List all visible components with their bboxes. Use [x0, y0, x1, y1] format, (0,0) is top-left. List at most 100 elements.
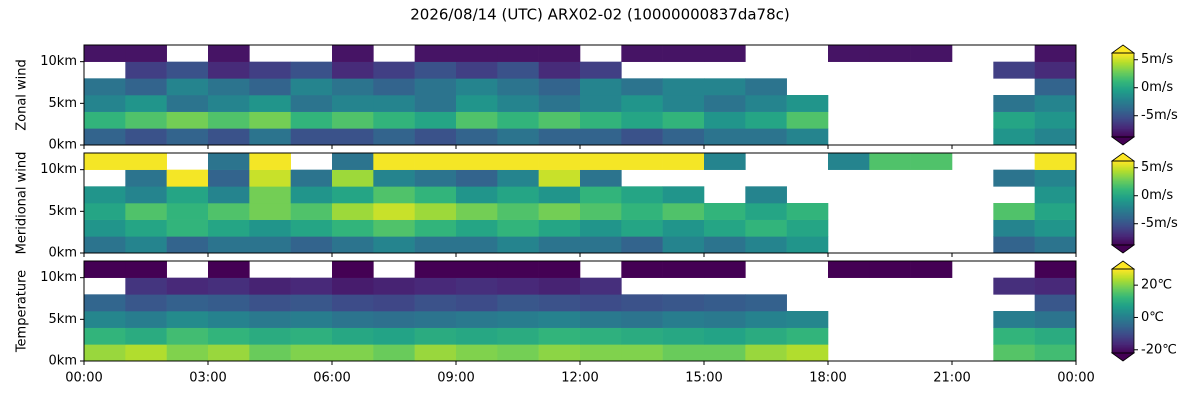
colorbar-segment — [1112, 270, 1134, 273]
colorbar-segment — [1112, 114, 1134, 117]
colorbar-segment — [1112, 99, 1134, 102]
colorbar-segment — [1112, 287, 1134, 290]
heat-cell — [621, 219, 663, 237]
heat-cell — [704, 219, 746, 237]
colorbar-segment — [1112, 218, 1134, 221]
heat-cell — [538, 294, 581, 312]
heat-cell — [414, 111, 457, 129]
heat-cell — [704, 78, 746, 96]
heat-cell — [1034, 169, 1077, 187]
x-tick-label: 06:00 — [313, 371, 350, 386]
heat-cell — [745, 311, 787, 328]
heat-cell — [910, 45, 953, 62]
colorbar-segment — [1112, 163, 1134, 166]
heat-cell — [580, 203, 622, 220]
heat-cell — [290, 95, 333, 112]
heat-cell — [332, 153, 374, 170]
colorbar-segment — [1112, 284, 1134, 287]
heat-cell — [662, 327, 705, 345]
heat-cell — [497, 78, 539, 96]
colorbar-segment — [1112, 83, 1134, 86]
heat-cell — [497, 111, 539, 129]
colorbar-segment — [1112, 350, 1134, 353]
colorbar-segment — [1112, 131, 1134, 134]
colorbar-segment — [1112, 90, 1134, 93]
heat-cell — [125, 153, 167, 170]
x-tick-label: 12:00 — [561, 371, 598, 386]
figure-title: 2026/08/14 (UTC) ARX02-02 (10000000837da… — [410, 6, 789, 24]
heat-cell — [208, 61, 250, 79]
colorbar-segment — [1112, 103, 1134, 106]
colorbar-segment — [1112, 127, 1134, 130]
heat-cell — [125, 311, 167, 328]
colorbar-segment — [1112, 239, 1134, 242]
heat-cell — [414, 327, 457, 345]
heat-cell — [745, 327, 787, 345]
heat-cell — [456, 169, 498, 187]
heat-cell — [249, 294, 291, 312]
heat-cell — [538, 277, 581, 295]
heat-cell — [125, 169, 167, 187]
heat-cell — [456, 277, 498, 295]
heat-cell — [621, 78, 663, 96]
heat-cell — [745, 78, 787, 96]
heat-cell — [414, 277, 457, 295]
heat-cell — [704, 311, 746, 328]
heat-cell — [456, 153, 498, 170]
heat-cell — [580, 61, 622, 79]
heat-cell — [125, 327, 167, 345]
colorbar-extend-bottom — [1110, 352, 1136, 362]
heat-cell — [208, 236, 250, 254]
colorbar-segment — [1112, 54, 1134, 57]
colorbar-segment — [1112, 176, 1134, 179]
colorbar-segment — [1112, 274, 1134, 277]
heat-cell — [166, 111, 209, 129]
colorbar-segment — [1112, 186, 1134, 189]
heat-cell — [208, 203, 250, 220]
heat-cell — [704, 45, 746, 62]
colorbar-segment — [1112, 123, 1134, 125]
heat-cell — [414, 45, 457, 62]
colorbar-segment — [1112, 344, 1134, 347]
colorbar-segment — [1112, 312, 1134, 315]
heat-cell — [497, 219, 539, 237]
heat-cell — [993, 219, 1035, 237]
heat-cell — [373, 128, 415, 146]
colorbar-segment — [1112, 217, 1134, 219]
heat-cell — [538, 169, 581, 187]
heat-cell — [993, 169, 1035, 187]
heat-cell — [497, 277, 539, 295]
heat-cell — [373, 294, 415, 312]
heat-cell — [828, 261, 870, 278]
colorbar-tick-label: -5m/s — [1141, 216, 1178, 231]
heat-cell — [621, 111, 663, 129]
heat-cell — [373, 327, 415, 345]
colorbar-segment — [1112, 161, 1134, 163]
heat-cell — [704, 203, 746, 220]
colorbar-segment — [1112, 215, 1134, 218]
heat-cell — [208, 344, 250, 362]
y-tick-label: 0km — [49, 138, 77, 153]
heat-cell — [84, 45, 126, 62]
heat-cell — [621, 261, 663, 278]
colorbar-segment — [1112, 232, 1134, 235]
heat-cell — [414, 261, 457, 278]
y-tick-label: 10km — [40, 54, 77, 69]
heat-cell — [456, 45, 498, 62]
colorbar-segment — [1112, 325, 1134, 327]
heat-cell — [1034, 128, 1077, 146]
colorbar-segment — [1112, 166, 1134, 169]
heat-cell — [704, 344, 746, 362]
colorbar-segment — [1112, 104, 1134, 107]
heat-cell — [332, 294, 374, 312]
heat-cell — [332, 45, 374, 62]
colorbar-segment — [1112, 165, 1134, 168]
heat-cell — [704, 111, 746, 129]
heat-cell — [993, 203, 1035, 220]
heat-cell — [786, 203, 829, 220]
heat-cell — [456, 61, 498, 79]
colorbar-segment — [1112, 348, 1134, 351]
colorbar-extend-bottom — [1110, 244, 1136, 254]
heat-cell — [290, 186, 333, 204]
heat-cell — [662, 111, 705, 129]
